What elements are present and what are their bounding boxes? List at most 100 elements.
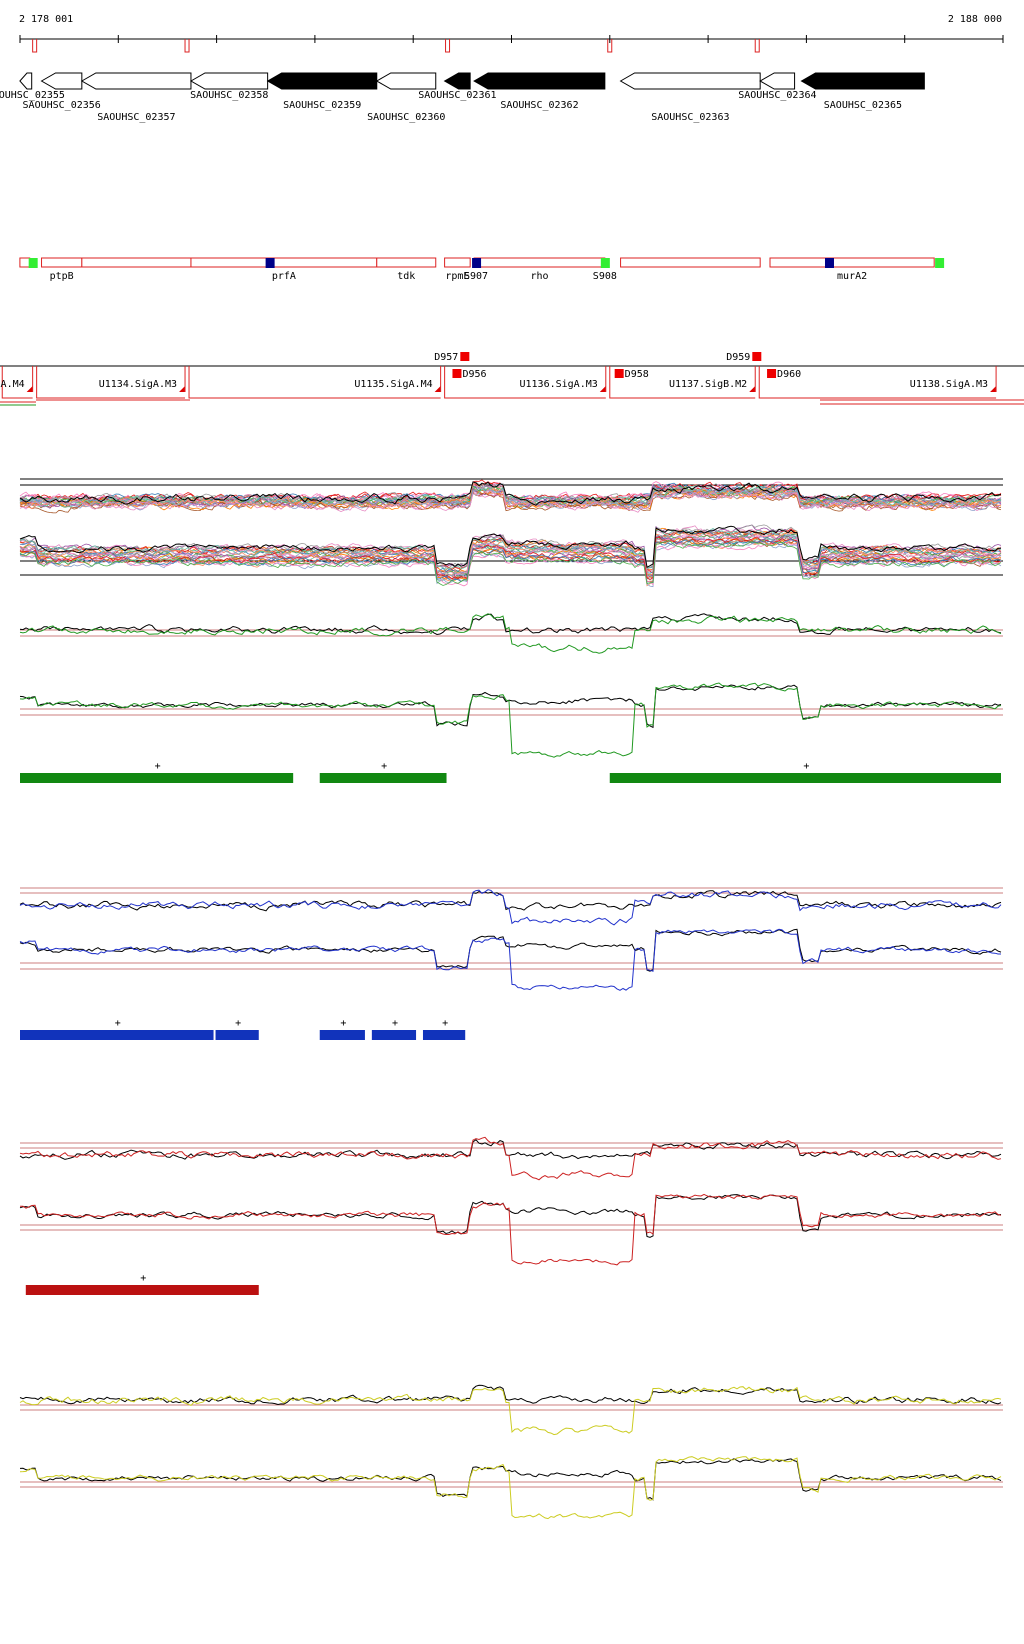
- segment-sign: +: [381, 761, 387, 772]
- promoter-mark: [754, 39, 760, 53]
- profile-line: [19, 487, 1002, 512]
- tu-bracket: [609, 366, 756, 399]
- gene-arrow: [19, 72, 33, 90]
- gene-label: SAOUHSC_02357: [97, 112, 175, 123]
- profile-line: [19, 534, 1002, 580]
- tu-tag-marker: [452, 369, 462, 378]
- gene-arrow: [619, 72, 761, 90]
- feature-label: tdk: [397, 271, 415, 282]
- gene-label: SAOUHSC_02362: [500, 100, 578, 111]
- profile-line: [19, 528, 1002, 570]
- segment-bar: [371, 1030, 417, 1040]
- tu-label: A.M4: [1, 379, 25, 390]
- profile-line: [19, 539, 1002, 586]
- segment-bar: [20, 773, 294, 783]
- tu-tag-label: D960: [777, 369, 801, 380]
- profile-line: [19, 490, 1002, 513]
- profile-line: [19, 538, 1002, 584]
- segment-bar: [319, 773, 447, 783]
- ruler-start-coordinate: 2 178 001: [19, 14, 74, 25]
- segment-sign: +: [442, 1018, 448, 1029]
- feature-box: [376, 257, 437, 268]
- tu-label: U1135.SigA.M4: [354, 379, 432, 390]
- profile-line: [19, 487, 1002, 514]
- profile-line: [19, 1139, 1002, 1160]
- profile-line: [19, 481, 1002, 505]
- profile-line: [19, 889, 1002, 926]
- gene-arrow: [189, 72, 269, 90]
- segment-sign: +: [235, 1018, 241, 1029]
- segment-bar: [422, 1030, 466, 1040]
- gene-arrow: [266, 72, 378, 90]
- profile-line: [19, 1458, 1002, 1501]
- gene-label: SAOUHSC_02361: [418, 90, 496, 101]
- segment-sign: +: [340, 1018, 346, 1029]
- profile-line: [19, 529, 1002, 576]
- tu-tag-label: D956: [462, 369, 486, 380]
- feature-box: [444, 257, 471, 268]
- promoter-mark: [445, 39, 451, 53]
- tu-tag-marker: [767, 369, 777, 378]
- feature-mark-label: S908: [593, 271, 617, 282]
- gene-label: SAOUHSC_02359: [283, 100, 361, 111]
- gene-arrow: [375, 72, 437, 90]
- profile-line: [19, 481, 1002, 507]
- profile-line: [19, 481, 1002, 506]
- feature-box: [81, 257, 192, 268]
- feature-label: rpmE: [445, 271, 469, 282]
- tu-tag-label: D958: [625, 369, 649, 380]
- profile-line: [19, 1386, 1002, 1436]
- segment-bar: [609, 773, 1001, 783]
- profile-line: [19, 682, 1002, 758]
- segment-bar: [319, 1030, 365, 1040]
- promoter-mark: [607, 39, 613, 53]
- segment-sign: +: [803, 761, 809, 772]
- promoter-mark: [32, 39, 38, 53]
- feature-mark: [472, 258, 482, 268]
- feature-label: murA2: [837, 271, 867, 282]
- tu-bracket: [444, 366, 606, 399]
- feature-label: prfA: [272, 271, 296, 282]
- segment-sign: +: [155, 761, 161, 772]
- profile-line: [19, 684, 1002, 729]
- profile-line: [19, 1384, 1002, 1406]
- tu-tag-marker: [614, 369, 624, 378]
- gene-label: SAOUHSC_02355: [0, 90, 65, 101]
- feature-mark: [265, 258, 275, 268]
- tu-end-marker: [179, 386, 186, 392]
- profile-line: [19, 536, 1002, 581]
- tu-tag-marker: [752, 352, 762, 361]
- profile-line: [19, 1456, 1002, 1520]
- tu-bracket: [36, 366, 186, 399]
- profile-line: [19, 1193, 1002, 1266]
- profile-line: [19, 531, 1002, 577]
- tu-tag-marker: [460, 352, 470, 361]
- promoter-mark: [184, 39, 190, 53]
- tu-end-marker: [749, 386, 756, 392]
- profile-line: [19, 525, 1002, 568]
- feature-mark: [824, 258, 834, 268]
- gene-arrow: [40, 72, 83, 90]
- feature-box: [190, 257, 378, 268]
- tu-bracket: [758, 366, 997, 399]
- feature-mark-label: S907: [464, 271, 488, 282]
- tu-end-marker: [26, 386, 33, 392]
- segment-sign: +: [140, 1273, 146, 1284]
- feature-box: [41, 257, 83, 268]
- segment-sign: +: [392, 1018, 398, 1029]
- gene-arrow: [443, 72, 471, 90]
- tu-label: U1136.SigA.M3: [520, 379, 598, 390]
- tu-label: U1137.SigB.M2: [669, 379, 747, 390]
- segment-bar: [20, 1030, 214, 1040]
- ruler-end-coordinate: 2 188 000: [947, 14, 1002, 25]
- segment-bar: [215, 1030, 259, 1040]
- feature-mark: [28, 258, 38, 268]
- tu-label: U1138.SigA.M3: [910, 379, 988, 390]
- feature-box: [19, 257, 31, 268]
- profile-line: [19, 928, 1001, 991]
- gene-label: SAOUHSC_02365: [824, 100, 902, 111]
- gene-arrow: [80, 72, 192, 90]
- profile-line: [19, 613, 1002, 654]
